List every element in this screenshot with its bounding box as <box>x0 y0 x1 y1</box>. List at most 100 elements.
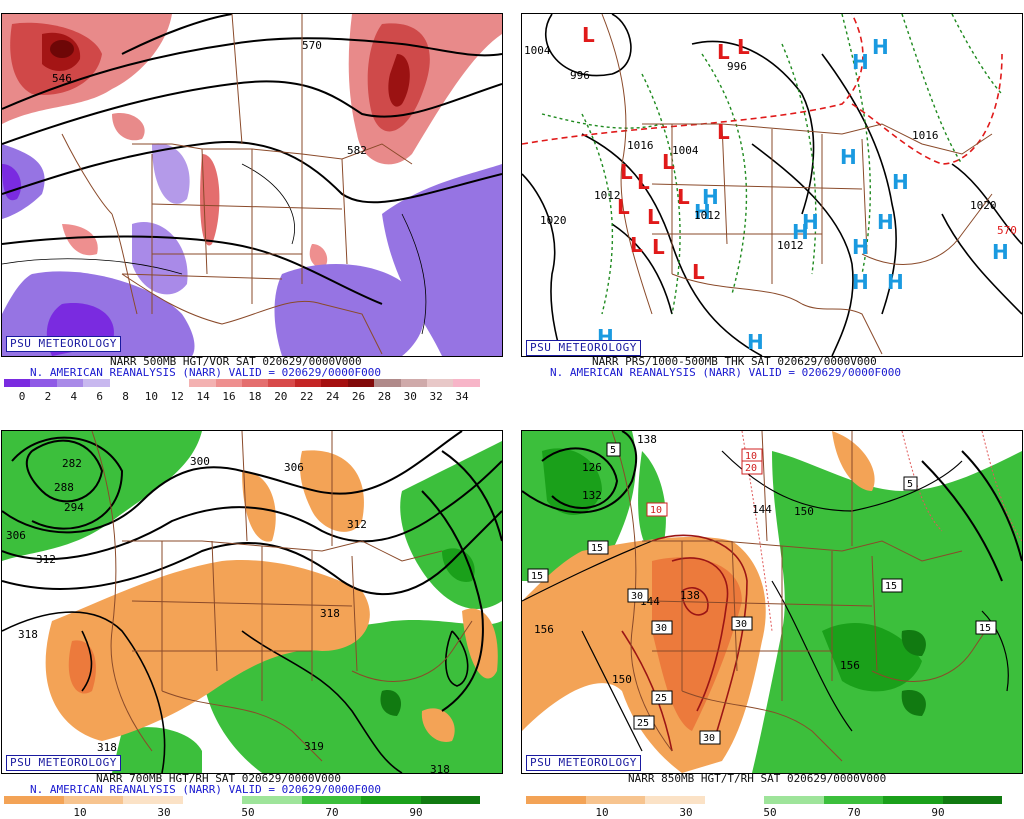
svg-text:15: 15 <box>885 581 897 592</box>
contour-label: 156 <box>840 659 860 672</box>
colorbar-tick-label: 34 <box>455 390 469 403</box>
map-700mb-humidity: 282 288 294 306 312 300 306 312 318 318 … <box>1 430 503 774</box>
high-pressure-marker: H <box>747 330 764 354</box>
contour-label: 318 <box>18 628 38 641</box>
svg-text:30: 30 <box>631 591 643 602</box>
svg-text:5: 5 <box>610 445 616 456</box>
colorbar-swatch <box>764 796 824 804</box>
low-pressure-marker: L <box>662 150 675 174</box>
svg-text:5: 5 <box>907 479 913 490</box>
colorbar-swatch <box>374 379 401 387</box>
panel-caption-product: NARR 500MB HGT/VOR SAT 020629/0000V000 <box>110 355 362 368</box>
contour-label: 126 <box>582 461 602 474</box>
contour-label: 318 <box>320 607 340 620</box>
isobar-label: 1016 <box>627 139 654 152</box>
panel-850mb-temperature-humidity: 138 126 132 144 150 156 150 156 144 138 … <box>512 410 1024 819</box>
high-pressure-marker: H <box>892 170 909 194</box>
colorbar-swatch <box>420 796 480 804</box>
contour-label: 150 <box>794 505 814 518</box>
colorbar-tick-label: 2 <box>44 390 52 403</box>
svg-text:15: 15 <box>979 623 991 634</box>
panel-caption-reanalysis: N. AMERICAN REANALYSIS (NARR) VALID = 02… <box>550 366 901 379</box>
colorbar-tick-label: 30 <box>679 806 693 819</box>
colorbar-swatch <box>645 796 705 804</box>
low-pressure-marker: L <box>617 195 630 219</box>
high-pressure-marker: H <box>802 210 819 234</box>
low-pressure-marker: L <box>582 23 595 47</box>
colorbar-swatch <box>942 796 1002 804</box>
contour-label: 138 <box>637 433 657 446</box>
map-850mb-temperature: 138 126 132 144 150 156 150 156 144 138 … <box>521 430 1023 774</box>
boxed-contour-label: 30 <box>731 616 753 631</box>
svg-text:25: 25 <box>637 718 649 729</box>
colorbar-tick-label: 30 <box>403 390 417 403</box>
colorbar-tick-label: 10 <box>144 390 159 403</box>
colorbar-tick-label: 30 <box>157 806 171 819</box>
contour-label: 132 <box>582 489 602 502</box>
high-pressure-marker: H <box>852 50 869 74</box>
contour-label-570: 570 <box>302 39 322 52</box>
colorbar-swatch <box>4 796 64 804</box>
colorbar-swatch <box>526 796 586 804</box>
colorbar-tick-label: 10 <box>73 806 87 819</box>
colorbar-tick-label: 28 <box>377 390 391 403</box>
colorbar-tick-label: 50 <box>241 806 255 819</box>
colorbar-tick-label: 32 <box>429 390 443 403</box>
boxed-contour-label: 25 <box>651 690 673 705</box>
low-pressure-marker: L <box>737 35 750 59</box>
colorbar-swatch <box>63 796 123 804</box>
svg-text:30: 30 <box>655 623 667 634</box>
boxed-contour-label: 15 <box>587 540 609 555</box>
colorbar-swatch <box>301 796 361 804</box>
high-pressure-marker: H <box>792 220 809 244</box>
panel-caption-product: NARR PRS/1000-500MB THK SAT 020629/0000V… <box>592 355 877 368</box>
colorbar-swatch <box>241 379 269 387</box>
panel-caption-product: NARR 850MB HGT/T/RH SAT 020629/0000V000 <box>628 772 887 785</box>
colorbar-tick-label: 4 <box>70 390 78 403</box>
svg-text:15: 15 <box>531 571 543 582</box>
colorbar-swatch <box>215 379 242 387</box>
boxed-contour-label: 25 <box>633 715 655 730</box>
isobar-label: 1004 <box>524 44 551 57</box>
low-pressure-marker: L <box>630 233 643 257</box>
colorbar-swatch <box>427 379 454 387</box>
svg-text:30: 30 <box>735 619 747 630</box>
isobar-label: 1012 <box>777 239 804 252</box>
svg-text:25: 25 <box>655 693 667 704</box>
colorbar-swatch <box>347 379 375 387</box>
colorbar-tick-label: 20 <box>274 390 288 403</box>
isobar-label: 1020 <box>540 214 567 227</box>
high-pressure-marker: H <box>694 200 711 224</box>
psu-meteorology-label: PSU METEOROLOGY <box>526 340 641 356</box>
isobar-label: 1016 <box>912 129 939 142</box>
contour-label: 282 <box>62 457 82 470</box>
colorbar-tick-label: 6 <box>96 390 103 403</box>
isobar-label: 996 <box>727 60 747 73</box>
colorbar-swatch <box>182 796 242 804</box>
colorbar-tick-label: 70 <box>847 806 861 819</box>
psu-meteorology-label: PSU METEOROLOGY <box>526 755 641 771</box>
low-pressure-marker: L <box>637 170 650 194</box>
psu-meteorology-label: PSU METEOROLOGY <box>6 336 121 352</box>
panel-500mb-vorticity: 570 582 546 PSU METEOROLOGY NARR 500MB H… <box>0 0 512 410</box>
panel-caption-reanalysis: N. AMERICAN REANALYSIS (NARR) VALID = 02… <box>30 366 381 379</box>
colorbar-tick-label: 14 <box>196 390 210 403</box>
contour-label: 288 <box>54 481 74 494</box>
low-pressure-marker: L <box>647 205 660 229</box>
boxed-contour-label: 5 <box>903 476 918 491</box>
high-pressure-marker: H <box>872 35 889 59</box>
psu-meteorology-label: PSU METEOROLOGY <box>6 755 121 771</box>
boxed-contour-label: 10 <box>741 448 763 463</box>
contour-label: 294 <box>64 501 84 514</box>
high-pressure-marker: H <box>877 210 894 234</box>
map-sea-level-pressure: L L L L L L L L L L L L L H H H H H H H <box>521 13 1023 357</box>
contour-label: 156 <box>534 623 554 636</box>
colorbar-tick-label: 10 <box>595 806 609 819</box>
colorbar-ticks-vorticity: 0 2 4 6 8 10 12 14 16 18 20 22 24 26 28 30 32 34 <box>4 390 480 404</box>
colorbar-swatch <box>823 796 883 804</box>
boxed-contour-label: 10 <box>646 502 668 517</box>
colorbar-swatch <box>704 796 764 804</box>
contour-label: 138 <box>680 589 700 602</box>
low-pressure-marker: L <box>677 185 690 209</box>
colorbar-tick-label: 22 <box>300 390 314 403</box>
